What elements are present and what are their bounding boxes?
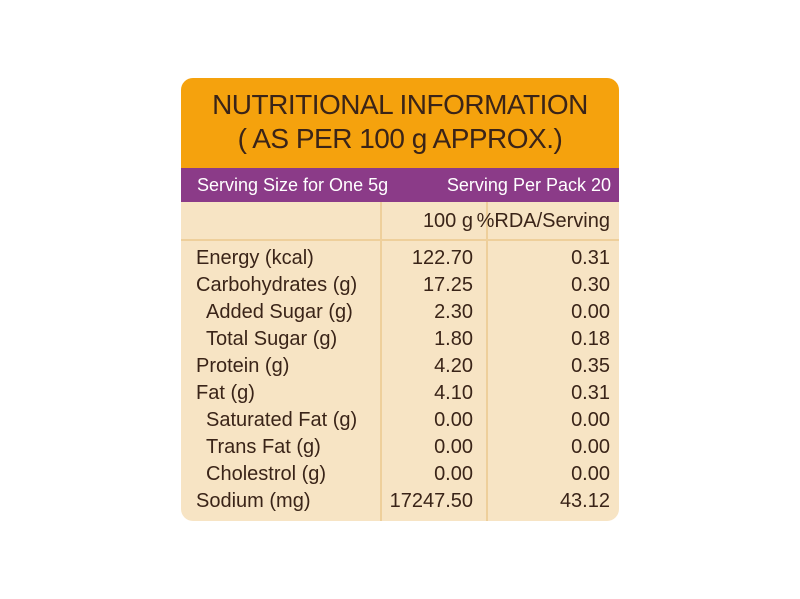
nutrient-value: 0.31 — [571, 247, 610, 269]
column-header: 100 g — [422, 210, 473, 232]
nutrient-value: 0.00 — [434, 436, 473, 458]
nutrient-row: Protein (g) 4.20 0.35 — [181, 353, 619, 380]
nutrient-name: Added Sugar (g) — [206, 301, 353, 323]
nutrient-name: Trans Fat (g) — [206, 436, 321, 458]
header: NUTRITIONAL INFORMATION ( AS PER 100 g A… — [181, 78, 619, 168]
title-line: NUTRITIONAL INFORMATION — [212, 89, 588, 120]
nutrient-row: Energy (kcal) 122.70 0.31 — [181, 245, 619, 272]
nutrient-value: 4.10 — [434, 382, 473, 404]
nutrient-row: Cholestrol (g) 0.00 0.00 — [181, 461, 619, 488]
nutrient-value: 17.25 — [422, 274, 473, 296]
nutrition-card: NUTRITIONAL INFORMATION ( AS PER 100 g A… — [181, 78, 619, 521]
nutrient-name: Sodium (mg) — [196, 490, 311, 512]
nutrient-value: 0.00 — [571, 301, 610, 323]
nutrient-value: 0.00 — [434, 463, 473, 485]
nutrient-value: 43.12 — [559, 490, 610, 512]
nutrient-name: Saturated Fat (g) — [206, 409, 358, 431]
column-divider — [486, 202, 488, 521]
nutrient-value: 122.70 — [411, 247, 473, 269]
nutrient-row: Total Sugar (g) 1.80 0.18 — [181, 326, 619, 353]
nutrient-row: Trans Fat (g) 0.00 0.00 — [181, 434, 619, 461]
column-divider — [380, 202, 382, 521]
nutrient-name: Protein (g) — [196, 355, 290, 377]
nutrient-value: 0.00 — [434, 409, 473, 431]
serving-per-pack: Serving Per Pack 20 — [446, 175, 611, 195]
nutrient-value: 1.80 — [434, 328, 473, 350]
nutrient-name: Carbohydrates (g) — [196, 274, 358, 296]
nutrient-name: Cholestrol (g) — [206, 463, 327, 485]
nutrient-value: 4.20 — [434, 355, 473, 377]
nutrient-value: 0.00 — [571, 436, 610, 458]
nutrient-row: Sodium (mg) 17247.50 43.12 — [181, 488, 619, 515]
column-header: %RDA/Serving — [476, 210, 610, 232]
serving-size: Serving Size for One 5g — [197, 175, 389, 195]
nutrient-row: Carbohydrates (g) 17.25 0.30 — [181, 272, 619, 299]
nutrient-name: Fat (g) — [196, 382, 255, 404]
nutrient-row: Saturated Fat (g) 0.00 0.00 — [181, 407, 619, 434]
serving-band: Serving Size for One 5g Serving Per Pack… — [181, 168, 619, 202]
nutrient-value: 0.00 — [571, 463, 610, 485]
nutrient-value: 2.30 — [434, 301, 473, 323]
nutrient-row: Fat (g) 4.10 0.31 — [181, 380, 619, 407]
nutrient-value: 0.00 — [571, 409, 610, 431]
nutrient-value: 0.35 — [571, 355, 610, 377]
nutrient-name: Total Sugar (g) — [206, 328, 338, 350]
header-divider — [181, 239, 619, 241]
nutrient-row: Added Sugar (g) 2.30 0.00 — [181, 299, 619, 326]
nutrient-name: Energy (kcal) — [196, 247, 314, 269]
nutrient-value: 17247.50 — [389, 490, 473, 512]
nutrient-value: 0.30 — [571, 274, 610, 296]
title-line: ( AS PER 100 g APPROX.) — [237, 123, 563, 154]
nutrient-value: 0.18 — [571, 328, 610, 350]
nutrient-value: 0.31 — [571, 382, 610, 404]
